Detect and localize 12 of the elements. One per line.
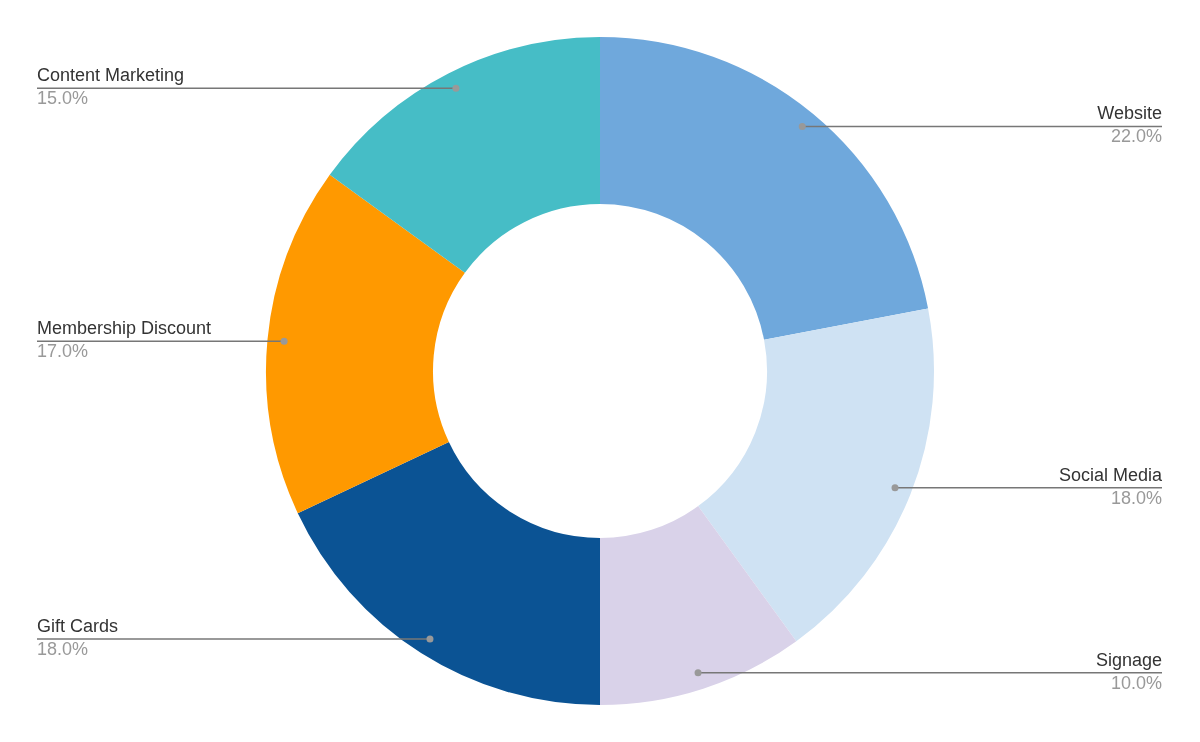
data-label: 22.0% <box>1110 126 1162 147</box>
slice-label: Social Media <box>1058 464 1163 485</box>
slice-label: Gift Cards <box>37 615 119 636</box>
slice-label: Membership Discount <box>37 318 212 339</box>
slice-label: Content Marketing <box>37 65 185 86</box>
data-label: 18.0% <box>37 638 89 659</box>
data-label: 18.0% <box>1110 487 1162 508</box>
data-label: 10.0% <box>1110 672 1162 693</box>
data-label: 15.0% <box>37 88 89 109</box>
data-label: 17.0% <box>37 341 89 362</box>
slice-label: Website <box>1097 103 1162 124</box>
slice-label: Signage <box>1095 649 1162 670</box>
